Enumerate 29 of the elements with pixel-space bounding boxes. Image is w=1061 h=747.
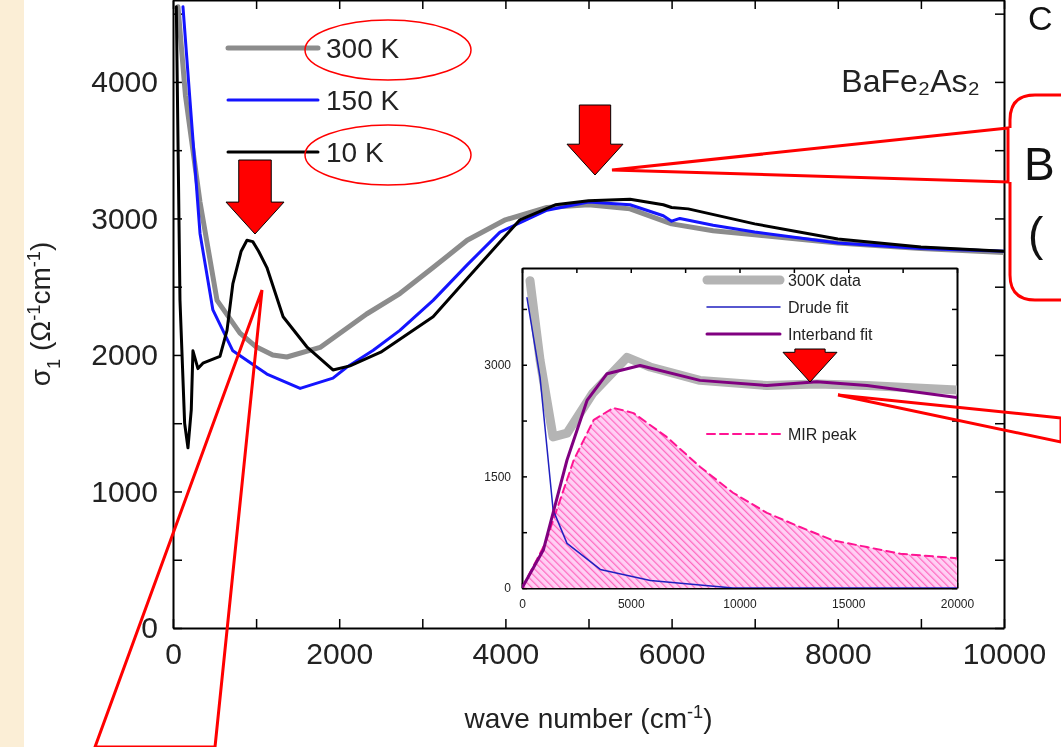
annotation: BaFe₂As₂ <box>841 63 980 99</box>
legend-label: 150 K <box>326 84 400 116</box>
legend-label: Drude fit <box>788 298 850 316</box>
x-axis-title: wave number (cm$^{-1}$) <box>463 702 713 734</box>
x-tick-label: 2000 <box>306 637 374 671</box>
x-tick-label: 15000 <box>832 596 866 611</box>
y-tick-label: 1000 <box>91 474 158 508</box>
legend-label: 10 K <box>326 136 384 168</box>
legend-label: Interband fit <box>788 325 874 343</box>
x-tick-label: 6000 <box>638 637 706 671</box>
y-tick-label: 4000 <box>91 65 158 99</box>
text: C <box>1028 0 1053 37</box>
y-tick-label: 3000 <box>484 358 512 373</box>
x-tick-label: 0 <box>519 596 527 611</box>
x-tick-label: 5000 <box>617 596 645 611</box>
text: 300K data <box>788 271 862 289</box>
text: ( <box>1028 208 1044 260</box>
y-tick-label: 0 <box>504 581 512 596</box>
x-tick-label: 20000 <box>940 596 975 611</box>
text: B <box>1024 138 1055 190</box>
x-tick-label: 10000 <box>723 596 758 611</box>
legend-label: 300 K <box>326 32 400 64</box>
x-tick-label: 8000 <box>804 637 872 671</box>
x-tick-label: 10000 <box>962 637 1047 671</box>
legend-label: MIR peak <box>788 425 858 443</box>
x-tick-label: 0 <box>165 637 182 671</box>
y-tick-label: 3000 <box>91 201 158 235</box>
y-tick-label: 2000 <box>91 338 158 372</box>
y-tick-label: 1500 <box>484 469 512 484</box>
